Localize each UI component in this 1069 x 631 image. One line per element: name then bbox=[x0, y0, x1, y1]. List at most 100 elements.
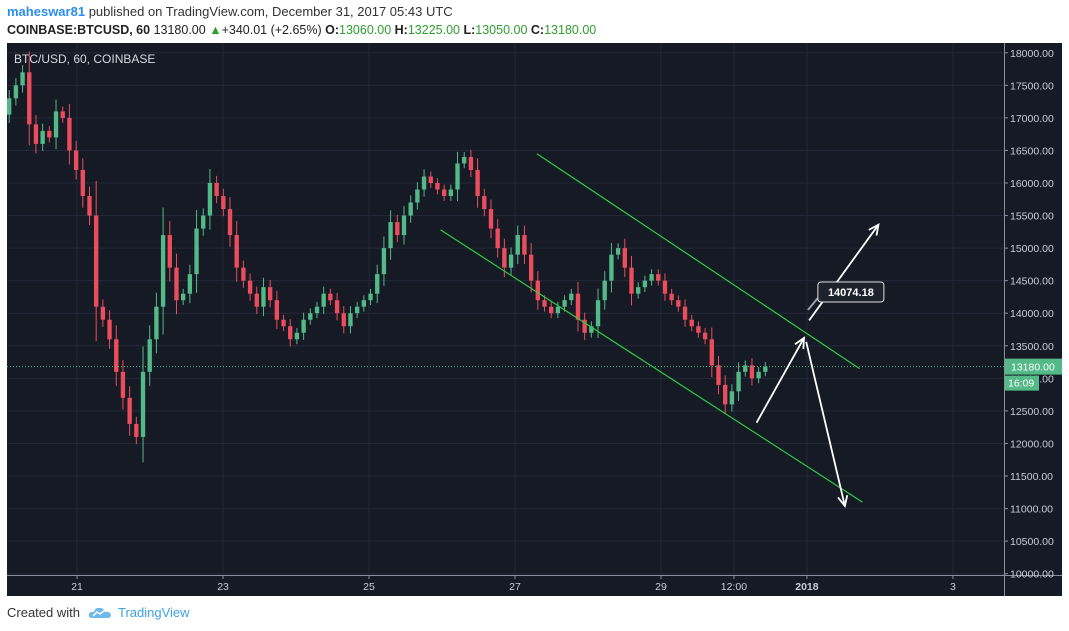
time-tick-label: 29 bbox=[655, 581, 667, 593]
annotation-box bbox=[817, 281, 885, 303]
candle-body bbox=[254, 293, 259, 307]
candle-body bbox=[736, 371, 741, 392]
candle-body bbox=[154, 306, 159, 340]
candle-body bbox=[482, 196, 487, 210]
channel-lower-line bbox=[440, 229, 863, 503]
candle-body bbox=[475, 169, 480, 197]
candle-body bbox=[549, 306, 554, 314]
last-price: 13180.00 bbox=[153, 23, 206, 37]
candle-body bbox=[201, 215, 206, 229]
forecast-arrow-shaft bbox=[808, 224, 880, 321]
time-tick-label: 25 bbox=[363, 581, 375, 593]
candle-body bbox=[107, 319, 112, 340]
candle-body bbox=[702, 332, 708, 340]
forecast-arrow-shaft bbox=[805, 341, 846, 507]
candle-body bbox=[67, 117, 72, 151]
candle-body bbox=[7, 98, 12, 115]
candle-body bbox=[615, 248, 621, 255]
chart-title: BTC/USD, 60, COINBASE bbox=[14, 52, 155, 66]
candle-body bbox=[662, 280, 668, 294]
candle-body bbox=[281, 319, 286, 327]
tradingview-brand: TradingView bbox=[117, 605, 190, 620]
candle-body bbox=[388, 222, 393, 249]
candle-body bbox=[609, 254, 614, 281]
candle-body bbox=[535, 280, 540, 301]
annotation-pointer bbox=[807, 297, 819, 311]
annotation-label: 14074.18 bbox=[828, 287, 874, 299]
published-text: published on TradingView.com, December 3… bbox=[88, 4, 453, 19]
candle-body bbox=[60, 111, 65, 118]
author-link[interactable]: maheswar81 bbox=[7, 4, 86, 19]
candle-body bbox=[354, 306, 360, 314]
last-price-badge bbox=[1005, 358, 1062, 375]
candle-body bbox=[194, 228, 199, 275]
candle-body bbox=[421, 176, 427, 190]
candle-body bbox=[462, 156, 467, 164]
forecast-arrow-head bbox=[837, 495, 849, 508]
candle-body bbox=[508, 254, 514, 268]
candle-body bbox=[622, 248, 627, 268]
candle-body bbox=[656, 274, 661, 281]
candle-body bbox=[555, 306, 561, 314]
candle-body bbox=[575, 293, 581, 320]
candle-body bbox=[542, 300, 547, 307]
time-tick-label: 2018 bbox=[795, 581, 819, 593]
price-tick-label: 12000.00 bbox=[1010, 438, 1054, 450]
countdown-label: 16:09 bbox=[1008, 378, 1034, 390]
price-tick-label: 14000.00 bbox=[1010, 308, 1054, 320]
candle-body bbox=[375, 274, 380, 294]
candle-body bbox=[448, 189, 454, 197]
candle-body bbox=[381, 248, 387, 275]
candle-body bbox=[147, 339, 152, 372]
price-chart[interactable]: 10000.00 10500.00 11000.00 11500.00 12000.00… bbox=[7, 43, 1062, 596]
candle-body bbox=[53, 111, 59, 138]
forecast-arrow bbox=[808, 222, 880, 321]
candle-body bbox=[435, 183, 440, 190]
chart-panel[interactable]: 10000.00 10500.00 11000.00 11500.00 12000.00… bbox=[7, 43, 1062, 596]
price-tick-label: 16000.00 bbox=[1010, 178, 1054, 190]
candle-body bbox=[395, 222, 400, 236]
change-value: +340.01 (+2.65%) bbox=[221, 23, 322, 37]
candle-body bbox=[40, 130, 45, 144]
price-tick-label: 11500.00 bbox=[1010, 471, 1053, 483]
candle-body bbox=[20, 72, 25, 86]
candle-body bbox=[669, 293, 674, 301]
forecast-arrow bbox=[805, 341, 849, 508]
candle-body bbox=[749, 365, 755, 379]
last-price-label: 13180.00 bbox=[1011, 362, 1055, 374]
candle-body bbox=[689, 319, 694, 327]
candle-body bbox=[415, 189, 420, 203]
time-tick-label: 23 bbox=[217, 581, 229, 593]
candle-body bbox=[140, 371, 146, 437]
up-triangle-icon: ▲ bbox=[209, 23, 222, 37]
candle-body bbox=[495, 228, 500, 249]
candle-body bbox=[328, 293, 333, 301]
candle-body bbox=[114, 339, 119, 372]
candle-body bbox=[334, 300, 340, 314]
candle-body bbox=[127, 397, 132, 424]
candle-body bbox=[267, 287, 273, 301]
candle-body bbox=[696, 326, 701, 333]
candle-body bbox=[468, 156, 474, 170]
candle-body bbox=[642, 280, 648, 288]
candle-body bbox=[47, 130, 52, 138]
candle-body bbox=[167, 235, 172, 268]
candle-body bbox=[341, 313, 346, 327]
high-value: 13225.00 bbox=[407, 23, 460, 37]
candle-body bbox=[455, 163, 460, 190]
candle-body bbox=[361, 300, 367, 307]
tradingview-logo[interactable]: TradingView bbox=[88, 603, 190, 623]
candle-body bbox=[174, 267, 179, 301]
candle-body bbox=[676, 300, 681, 307]
candle-body bbox=[636, 287, 641, 294]
candle-body bbox=[723, 384, 728, 405]
candle-body bbox=[33, 124, 39, 144]
candle-body bbox=[80, 169, 85, 197]
candle-body bbox=[308, 313, 313, 320]
price-tick-label: 13500.00 bbox=[1010, 341, 1054, 353]
open-label: O: bbox=[325, 23, 340, 37]
candle-body bbox=[441, 189, 447, 197]
candle-body bbox=[247, 280, 253, 294]
price-tick-label: 10500.00 bbox=[1010, 536, 1054, 548]
close-value: 13180.00 bbox=[544, 23, 597, 37]
